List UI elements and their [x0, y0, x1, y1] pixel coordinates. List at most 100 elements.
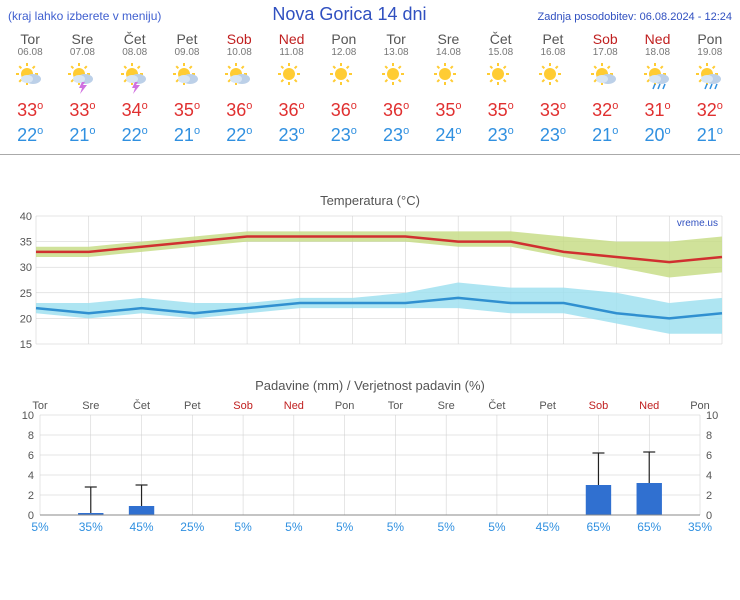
- day-column: Pon 19.08 32o 21o: [684, 27, 736, 154]
- weather-icon: [527, 62, 579, 94]
- svg-text:4: 4: [28, 470, 34, 482]
- day-column: Sre 07.08 33o 21o: [56, 27, 108, 154]
- svg-text:45%: 45%: [536, 520, 560, 534]
- svg-text:Sob: Sob: [589, 400, 609, 412]
- svg-text:Ned: Ned: [639, 400, 659, 412]
- svg-text:Ned: Ned: [284, 400, 304, 412]
- svg-text:Pet: Pet: [539, 400, 556, 412]
- svg-text:35%: 35%: [688, 520, 712, 534]
- day-name: Čet: [109, 31, 161, 47]
- svg-text:5%: 5%: [488, 520, 506, 534]
- weather-icon: [370, 62, 422, 94]
- temp-low: 23o: [318, 123, 370, 148]
- temp-low: 23o: [527, 123, 579, 148]
- svg-text:Sob: Sob: [233, 400, 253, 412]
- svg-text:40: 40: [20, 211, 32, 223]
- temp-low: 22o: [109, 123, 161, 148]
- svg-text:Pon: Pon: [335, 400, 355, 412]
- svg-text:Čet: Čet: [133, 399, 150, 412]
- svg-text:35%: 35%: [79, 520, 103, 534]
- temp-high: 33o: [56, 98, 108, 123]
- weather-icon: [109, 62, 161, 94]
- temp-high: 36o: [265, 98, 317, 123]
- svg-text:vreme.us: vreme.us: [677, 218, 718, 229]
- temp-low: 24o: [422, 123, 474, 148]
- temp-low: 21o: [684, 123, 736, 148]
- precip-chart-title: Padavine (mm) / Verjetnost padavin (%): [8, 378, 732, 393]
- temp-chart-title: Temperatura (°C): [8, 193, 732, 208]
- day-column: Tor 13.08 36o 23o: [370, 27, 422, 154]
- day-name: Ned: [631, 31, 683, 47]
- menu-hint: (kraj lahko izberete v meniju): [8, 9, 161, 23]
- day-date: 15.08: [475, 47, 527, 58]
- svg-text:5%: 5%: [31, 520, 49, 534]
- svg-text:25%: 25%: [180, 520, 204, 534]
- svg-text:5%: 5%: [285, 520, 303, 534]
- svg-text:6: 6: [28, 450, 34, 462]
- weather-icon: [161, 62, 213, 94]
- temp-low: 23o: [265, 123, 317, 148]
- svg-text:35: 35: [20, 237, 32, 249]
- day-date: 12.08: [318, 47, 370, 58]
- temp-low: 22o: [213, 123, 265, 148]
- day-column: Pet 16.08 33o 23o: [527, 27, 579, 154]
- temp-high: 32o: [579, 98, 631, 123]
- temp-low: 20o: [631, 123, 683, 148]
- day-name: Čet: [475, 31, 527, 47]
- temp-high: 32o: [684, 98, 736, 123]
- svg-text:Čet: Čet: [488, 399, 505, 412]
- day-name: Tor: [370, 31, 422, 47]
- svg-text:Sre: Sre: [82, 400, 99, 412]
- day-name: Pon: [318, 31, 370, 47]
- day-column: Sob 10.08 36o 22o: [213, 27, 265, 154]
- temp-high: 36o: [318, 98, 370, 123]
- svg-text:5%: 5%: [387, 520, 405, 534]
- temp-low: 23o: [475, 123, 527, 148]
- svg-text:25: 25: [20, 288, 32, 300]
- svg-text:2: 2: [28, 490, 34, 502]
- svg-text:Tor: Tor: [388, 400, 404, 412]
- temp-high: 35o: [161, 98, 213, 123]
- temp-high: 35o: [475, 98, 527, 123]
- day-name: Ned: [265, 31, 317, 47]
- day-column: Tor 06.08 33o 22o: [4, 27, 56, 154]
- svg-text:2: 2: [706, 490, 712, 502]
- svg-text:Tor: Tor: [32, 400, 48, 412]
- day-name: Sre: [56, 31, 108, 47]
- svg-text:Pon: Pon: [690, 400, 710, 412]
- last-updated: Zadnja posodobitev: 06.08.2024 - 12:24: [538, 11, 732, 23]
- day-column: Pet 09.08 35o 21o: [161, 27, 213, 154]
- svg-text:65%: 65%: [586, 520, 610, 534]
- svg-text:5%: 5%: [437, 520, 455, 534]
- day-date: 18.08: [631, 47, 683, 58]
- temp-high: 35o: [422, 98, 474, 123]
- day-name: Pon: [684, 31, 736, 47]
- svg-text:Pet: Pet: [184, 400, 201, 412]
- page-title: Nova Gorica 14 dni: [272, 4, 426, 25]
- day-column: Ned 18.08 31o 20o: [631, 27, 683, 154]
- weather-icon: [318, 62, 370, 94]
- svg-text:8: 8: [706, 430, 712, 442]
- temp-low: 22o: [4, 123, 56, 148]
- temp-high: 34o: [109, 98, 161, 123]
- svg-text:6: 6: [706, 450, 712, 462]
- precipitation-chart: 00224466881010TorSreČetPetSobNedPonTorSr…: [8, 395, 732, 535]
- weather-icon: [684, 62, 736, 94]
- day-name: Sob: [579, 31, 631, 47]
- svg-text:30: 30: [20, 263, 32, 275]
- svg-text:Sre: Sre: [438, 400, 455, 412]
- svg-text:5%: 5%: [234, 520, 252, 534]
- day-column: Čet 15.08 35o 23o: [475, 27, 527, 154]
- svg-text:15: 15: [20, 339, 32, 350]
- day-name: Tor: [4, 31, 56, 47]
- weather-icon: [631, 62, 683, 94]
- temp-low: 21o: [161, 123, 213, 148]
- weather-icon: [265, 62, 317, 94]
- svg-text:5%: 5%: [336, 520, 354, 534]
- day-column: Pon 12.08 36o 23o: [318, 27, 370, 154]
- weather-icon: [579, 62, 631, 94]
- forecast-days-row: Tor 06.08 33o 22o Sre 07.08 33o 21o Čet …: [0, 27, 740, 155]
- temp-low: 21o: [579, 123, 631, 148]
- day-name: Sob: [213, 31, 265, 47]
- temp-high: 33o: [4, 98, 56, 123]
